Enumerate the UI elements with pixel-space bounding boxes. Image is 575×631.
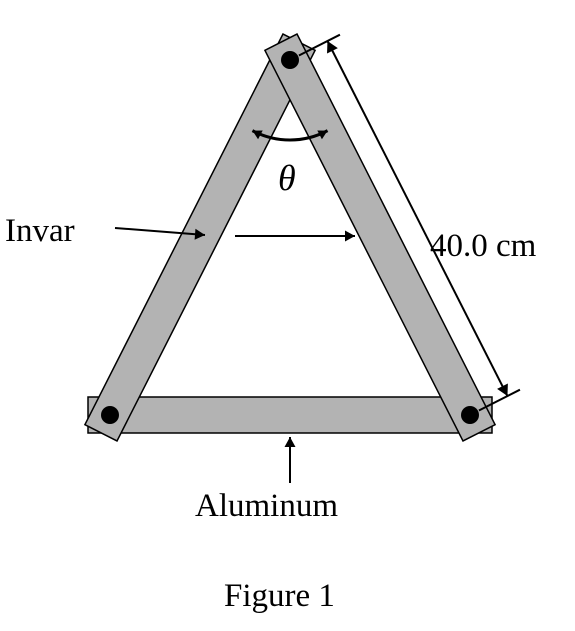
pin-left: [101, 406, 119, 424]
pin-right: [461, 406, 479, 424]
figure-caption: Figure 1: [224, 580, 335, 613]
aluminum-label: Aluminum: [195, 490, 338, 523]
invar-label: Invar: [5, 215, 75, 248]
diagram-container: Invar θ 40.0 cm Aluminum Figure 1: [0, 0, 575, 631]
length-label: 40.0 cm: [430, 230, 536, 263]
aluminum-bar: [88, 397, 492, 433]
pin-top: [281, 51, 299, 69]
diagram-svg: [0, 0, 575, 631]
invar-bar-left: [85, 34, 315, 441]
theta-label: θ: [278, 160, 296, 196]
